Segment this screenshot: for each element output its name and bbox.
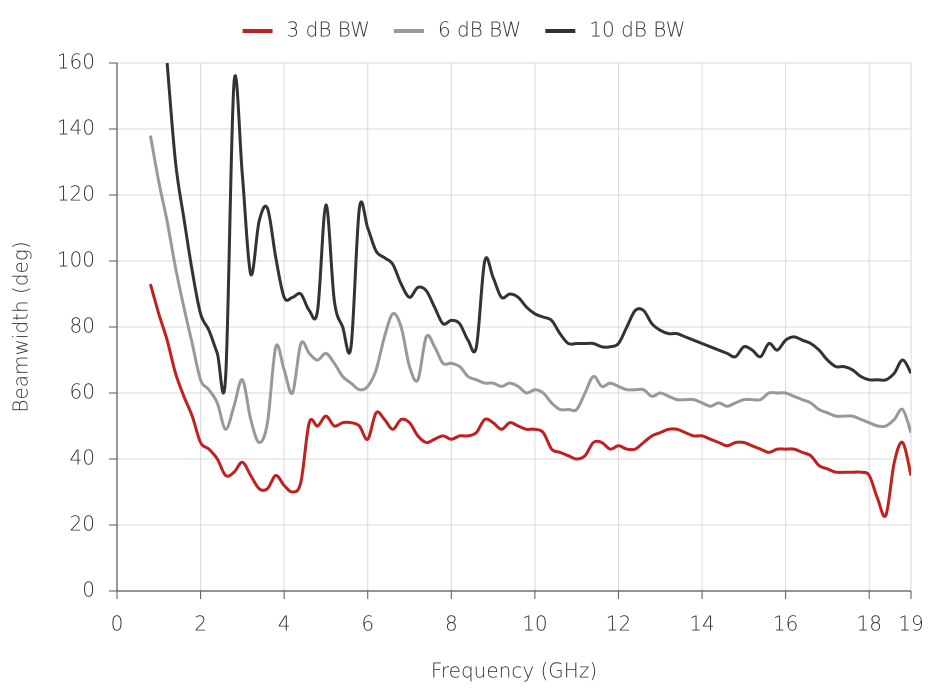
y-axis-label: Beamwidth (deg): [9, 241, 33, 412]
x-tick-label: 0: [111, 612, 124, 636]
x-tick-label: 12: [606, 612, 631, 636]
plot-area: [148, 63, 911, 518]
data-line: [165, 63, 911, 395]
y-tick-label: 100: [57, 248, 95, 272]
x-tick-label: 18: [856, 612, 881, 636]
y-tick-label: 120: [57, 182, 95, 206]
y-tick-label: 40: [70, 446, 95, 470]
y-tick-label: 60: [70, 380, 95, 404]
x-tick-label: 14: [689, 612, 714, 636]
data-line: [148, 135, 911, 445]
x-axis-label: Frequency (GHz): [431, 659, 597, 683]
x-tick-label: 6: [361, 612, 374, 636]
x-tick-label: 16: [773, 612, 798, 636]
data-line: [148, 283, 911, 518]
legend-label: 3 dB BW: [287, 18, 370, 42]
y-tick-label: 0: [82, 578, 95, 602]
y-tick-label: 160: [57, 50, 95, 74]
x-tick-label: 4: [278, 612, 291, 636]
x-tick-label: 2: [194, 612, 207, 636]
x-tick-label: 19: [898, 612, 923, 636]
x-tick-label: 8: [445, 612, 458, 636]
legend-label: 10 dB BW: [589, 18, 685, 42]
legend-label: 6 dB BW: [438, 18, 521, 42]
x-tick-label: 10: [522, 612, 547, 636]
y-tick-label: 20: [70, 512, 95, 536]
y-tick-label: 140: [57, 116, 95, 140]
y-tick-label: 80: [70, 314, 95, 338]
legend: 3 dB BW 6 dB BW 10 dB BW: [242, 18, 685, 42]
